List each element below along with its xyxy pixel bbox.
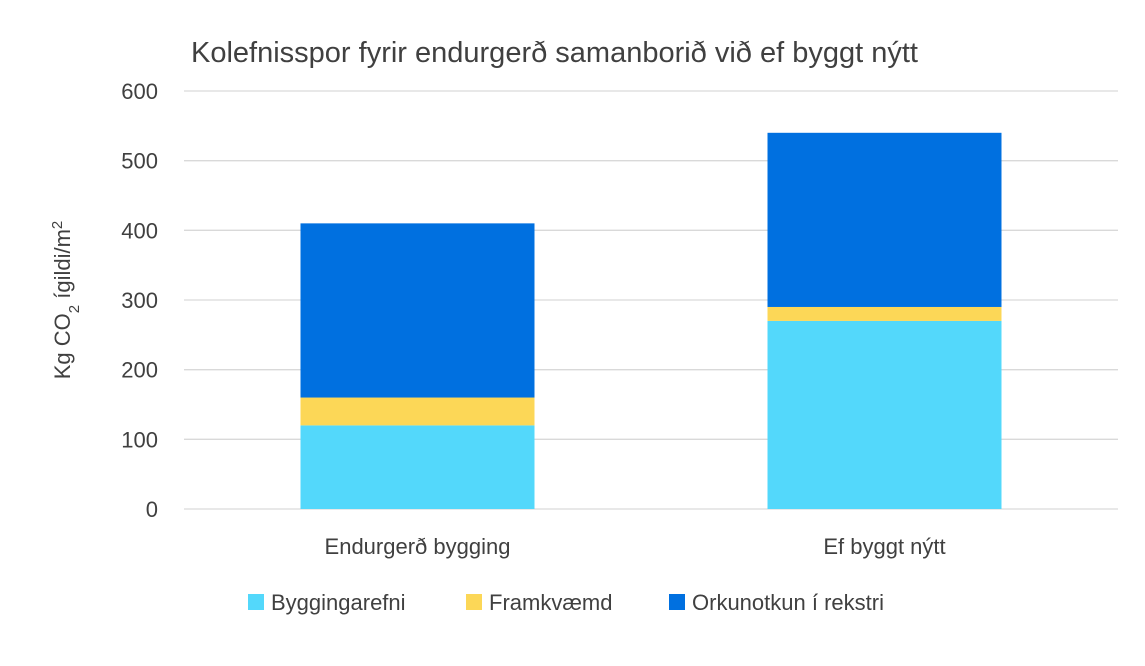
- bar-segment: [767, 320, 1002, 509]
- y-axis-ticks: 0 100 200 300 400 500 600: [121, 79, 158, 522]
- bars: [300, 132, 1002, 509]
- y-axis-label-prefix: Kg CO: [50, 313, 75, 379]
- x-axis-categories: Endurgerð bygging Ef byggt nýtt: [325, 534, 946, 559]
- y-tick-label: 200: [121, 358, 158, 383]
- bar-segment: [767, 306, 1002, 321]
- legend-swatch: [669, 594, 685, 610]
- x-category-label: Endurgerð bygging: [325, 534, 511, 559]
- y-axis-label: Kg CO2 ígildi/m2: [49, 221, 83, 380]
- chart-title: Kolefnisspor fyrir endurgerð samanborið …: [191, 37, 918, 69]
- y-tick-label: 100: [121, 427, 158, 452]
- y-tick-label: 300: [121, 288, 158, 313]
- y-axis-label-superscript: 2: [49, 221, 66, 229]
- y-tick-label: 400: [121, 218, 158, 243]
- legend-label: Framkvæmd: [489, 590, 612, 615]
- legend-label: Orkunotkun í rekstri: [692, 590, 884, 615]
- y-tick-label: 600: [121, 79, 158, 104]
- y-tick-label: 500: [121, 149, 158, 174]
- legend-swatch: [466, 594, 482, 610]
- bar-segment: [300, 397, 535, 426]
- legend: Byggingarefni Framkvæmd Orkunotkun í rekst…: [248, 590, 884, 615]
- y-axis-label-mid: ígildi/m: [50, 229, 75, 305]
- legend-label: Byggingarefni: [271, 590, 406, 615]
- legend-swatch: [248, 594, 264, 610]
- bar-segment: [300, 425, 535, 509]
- x-category-label: Ef byggt nýtt: [823, 534, 945, 559]
- y-axis-label-subscript: 2: [66, 305, 83, 313]
- bar-segment: [767, 132, 1002, 307]
- y-tick-label: 0: [146, 497, 158, 522]
- bar-segment: [300, 223, 535, 398]
